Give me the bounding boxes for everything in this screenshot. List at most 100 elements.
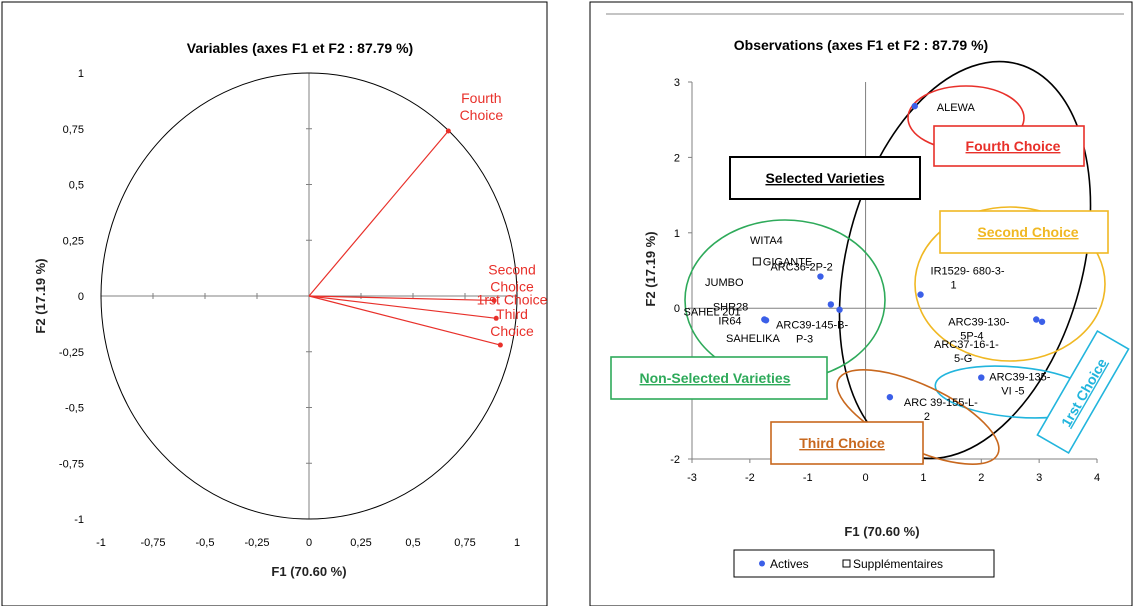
- observations-x-tick-label: 0: [863, 472, 869, 484]
- point-label-arc39-130-5p-4: ARC39-130-5P-4: [948, 317, 1009, 343]
- point-arc-39-155-l-2: [886, 393, 894, 401]
- point-label-arc39-145-b-p-3: ARC39-145-B-P-3: [776, 319, 848, 345]
- selected-varieties-label: Selected Varieties: [765, 170, 884, 186]
- fourth-choice-label: Fourth Choice: [966, 138, 1061, 154]
- point-arc39-145-b-p-3: [762, 317, 770, 324]
- correlation-circle: [100, 72, 518, 520]
- point-label-arc36-2p-2: ARC36-2P-2: [770, 262, 832, 274]
- variables-y-tick-label: 0: [78, 291, 84, 303]
- vector-third-choice: [308, 295, 501, 346]
- observations-panel-frame: [589, 1, 1133, 606]
- legend-supplementary-label: Supplémentaires: [853, 557, 943, 571]
- point-gigante: [752, 257, 761, 266]
- vector-1rst-choice: [308, 295, 497, 319]
- point-label-gigante: GIGANTE: [763, 256, 813, 268]
- point-arc36-2p-2: [817, 273, 824, 280]
- third-choice-box: Third Choice: [770, 421, 924, 465]
- variables-y-tick-label: -1: [74, 514, 84, 526]
- legend-supplementary-marker: [842, 559, 851, 568]
- variables-x-axis-label: F1 (70.60 %): [271, 564, 346, 579]
- variables-y-tick-label: 0,25: [63, 235, 84, 247]
- observation-label-sahelika: SAHELIKA: [726, 333, 780, 345]
- variables-y-axis-label: F2 (17.19 %): [33, 258, 48, 333]
- variables-y-tick-label: 1: [78, 68, 84, 80]
- vector-label-1rst-choice: 1rst Choice: [477, 291, 548, 307]
- point-shr28: [827, 301, 835, 308]
- observations-x-tick-label: -2: [745, 472, 755, 484]
- observations-x-tick-label: 3: [1036, 472, 1042, 484]
- legend-frame: [733, 549, 995, 578]
- legend: Actives Supplémentaires: [733, 549, 995, 578]
- third-choice-label: Third Choice: [799, 435, 885, 451]
- vector-tip-second-choice: [491, 297, 497, 303]
- observations-x-tick-label: -3: [687, 472, 697, 484]
- observations-y-tick-label: 0: [674, 303, 680, 315]
- observations-x-tick-label: 4: [1094, 472, 1100, 484]
- second-choice-label: Second Choice: [977, 224, 1078, 240]
- variables-x-tick-label: 0,5: [405, 537, 420, 549]
- point-label-alewa: ALEWA: [937, 102, 976, 114]
- observations-y-tick-label: 2: [674, 152, 680, 164]
- point-arc37-16-1-5-g: [1038, 318, 1046, 325]
- point-label-sahel-201: SAHEL 201: [684, 307, 741, 319]
- variables-x-tick-label: 0,25: [350, 537, 371, 549]
- selected-varieties-box: Selected Varieties: [729, 156, 921, 200]
- second-choice-enclosure: [914, 206, 1106, 362]
- vector-tip-third-choice: [497, 342, 503, 348]
- observations-y-tick-label: 1: [674, 228, 680, 240]
- point-label-arc37-16-1-5-g: ARC37-16-1-5-G: [934, 339, 999, 365]
- variables-x-tick-label: -0,75: [140, 537, 165, 549]
- variables-panel-frame: [1, 1, 548, 606]
- vector-tip-1rst-choice: [493, 315, 499, 321]
- variables-y-tick-label: -0,25: [59, 347, 84, 359]
- legend-actives-marker: [759, 560, 765, 567]
- observations-x-axis-label: F1 (70.60 %): [844, 524, 919, 539]
- vector-second-choice: [308, 295, 495, 302]
- observations-chart-title: Observations (axes F1 et F2 : 87.79 %): [734, 37, 988, 53]
- variables-x-tick-label: -0,25: [244, 537, 269, 549]
- observations-x-tick-label: -1: [803, 472, 813, 484]
- point-ir1529-680-3-1: [917, 291, 924, 298]
- vector-fourth-choice: [308, 130, 449, 297]
- fourth-choice-box: Fourth Choice: [933, 125, 1085, 167]
- observations-y-tick-label: -2: [670, 454, 680, 466]
- observations-x-tick-label: 2: [978, 472, 984, 484]
- observations-panel: Observations (axes F1 et F2 : 87.79 %) -…: [589, 1, 1133, 606]
- point-alewa: [911, 102, 918, 110]
- variables-x-tick-label: 0: [306, 537, 312, 549]
- point-label-shr28: SHR28: [713, 301, 748, 313]
- variables-x-tick-label: -1: [96, 537, 106, 549]
- observation-label-wita4: WITA4: [750, 235, 783, 247]
- variables-x-tick-label: -0,5: [196, 537, 215, 549]
- point-arc39-130-5p-4: [1033, 316, 1040, 323]
- legend-actives-label: Actives: [770, 557, 809, 571]
- variables-x-tick-label: 1: [514, 537, 520, 549]
- variables-x-tick-label: 0,75: [454, 537, 475, 549]
- point-label-ir64: IR64: [718, 316, 741, 328]
- variables-panel: Variables (axes F1 et F2 : 87.79 %) -1 -0…: [1, 1, 548, 606]
- observations-y-tick-label: 3: [674, 77, 680, 89]
- point-label-ir1529-680-3-1: IR1529- 680-3-1: [931, 266, 1005, 292]
- non-selected-varieties-box: Non-Selected Varieties: [610, 356, 828, 400]
- point-label-arc-39-155-l-2: ARC 39-155-L-2: [904, 397, 978, 423]
- observations-y-axis-label: F2 (17.19 %): [643, 231, 658, 306]
- vector-label-fourth-choice: Fourth Choice: [460, 90, 504, 123]
- point-label-arc39-135-vi-5: ARC39-135-VI -5: [989, 372, 1050, 398]
- vector-label-second-choice: Second Choice: [488, 261, 535, 294]
- observation-label-jumbo: JUMBO: [705, 277, 744, 289]
- vector-tip-fourth-choice: [445, 128, 451, 134]
- second-choice-box: Second Choice: [939, 210, 1109, 254]
- variables-y-tick-label: -0,75: [59, 458, 84, 470]
- point-arc39-135-vi-5: [978, 374, 985, 381]
- non-selected-varieties-label: Non-Selected Varieties: [640, 370, 791, 386]
- variables-y-tick-label: 0,75: [63, 124, 84, 136]
- variables-y-tick-label: -0,5: [65, 403, 84, 415]
- vector-label-third-choice: Third Choice: [490, 306, 534, 339]
- variables-chart-title: Variables (axes F1 et F2 : 87.79 %): [187, 40, 413, 56]
- point-sahel-201: [836, 306, 843, 313]
- observation-points: ALEWA IR1529- 680-3-1 ARC39-130-5P-4ARC37-…: [684, 102, 1051, 423]
- observations-x-tick-label: 1: [920, 472, 926, 484]
- variables-y-tick-label: 0,5: [69, 180, 84, 192]
